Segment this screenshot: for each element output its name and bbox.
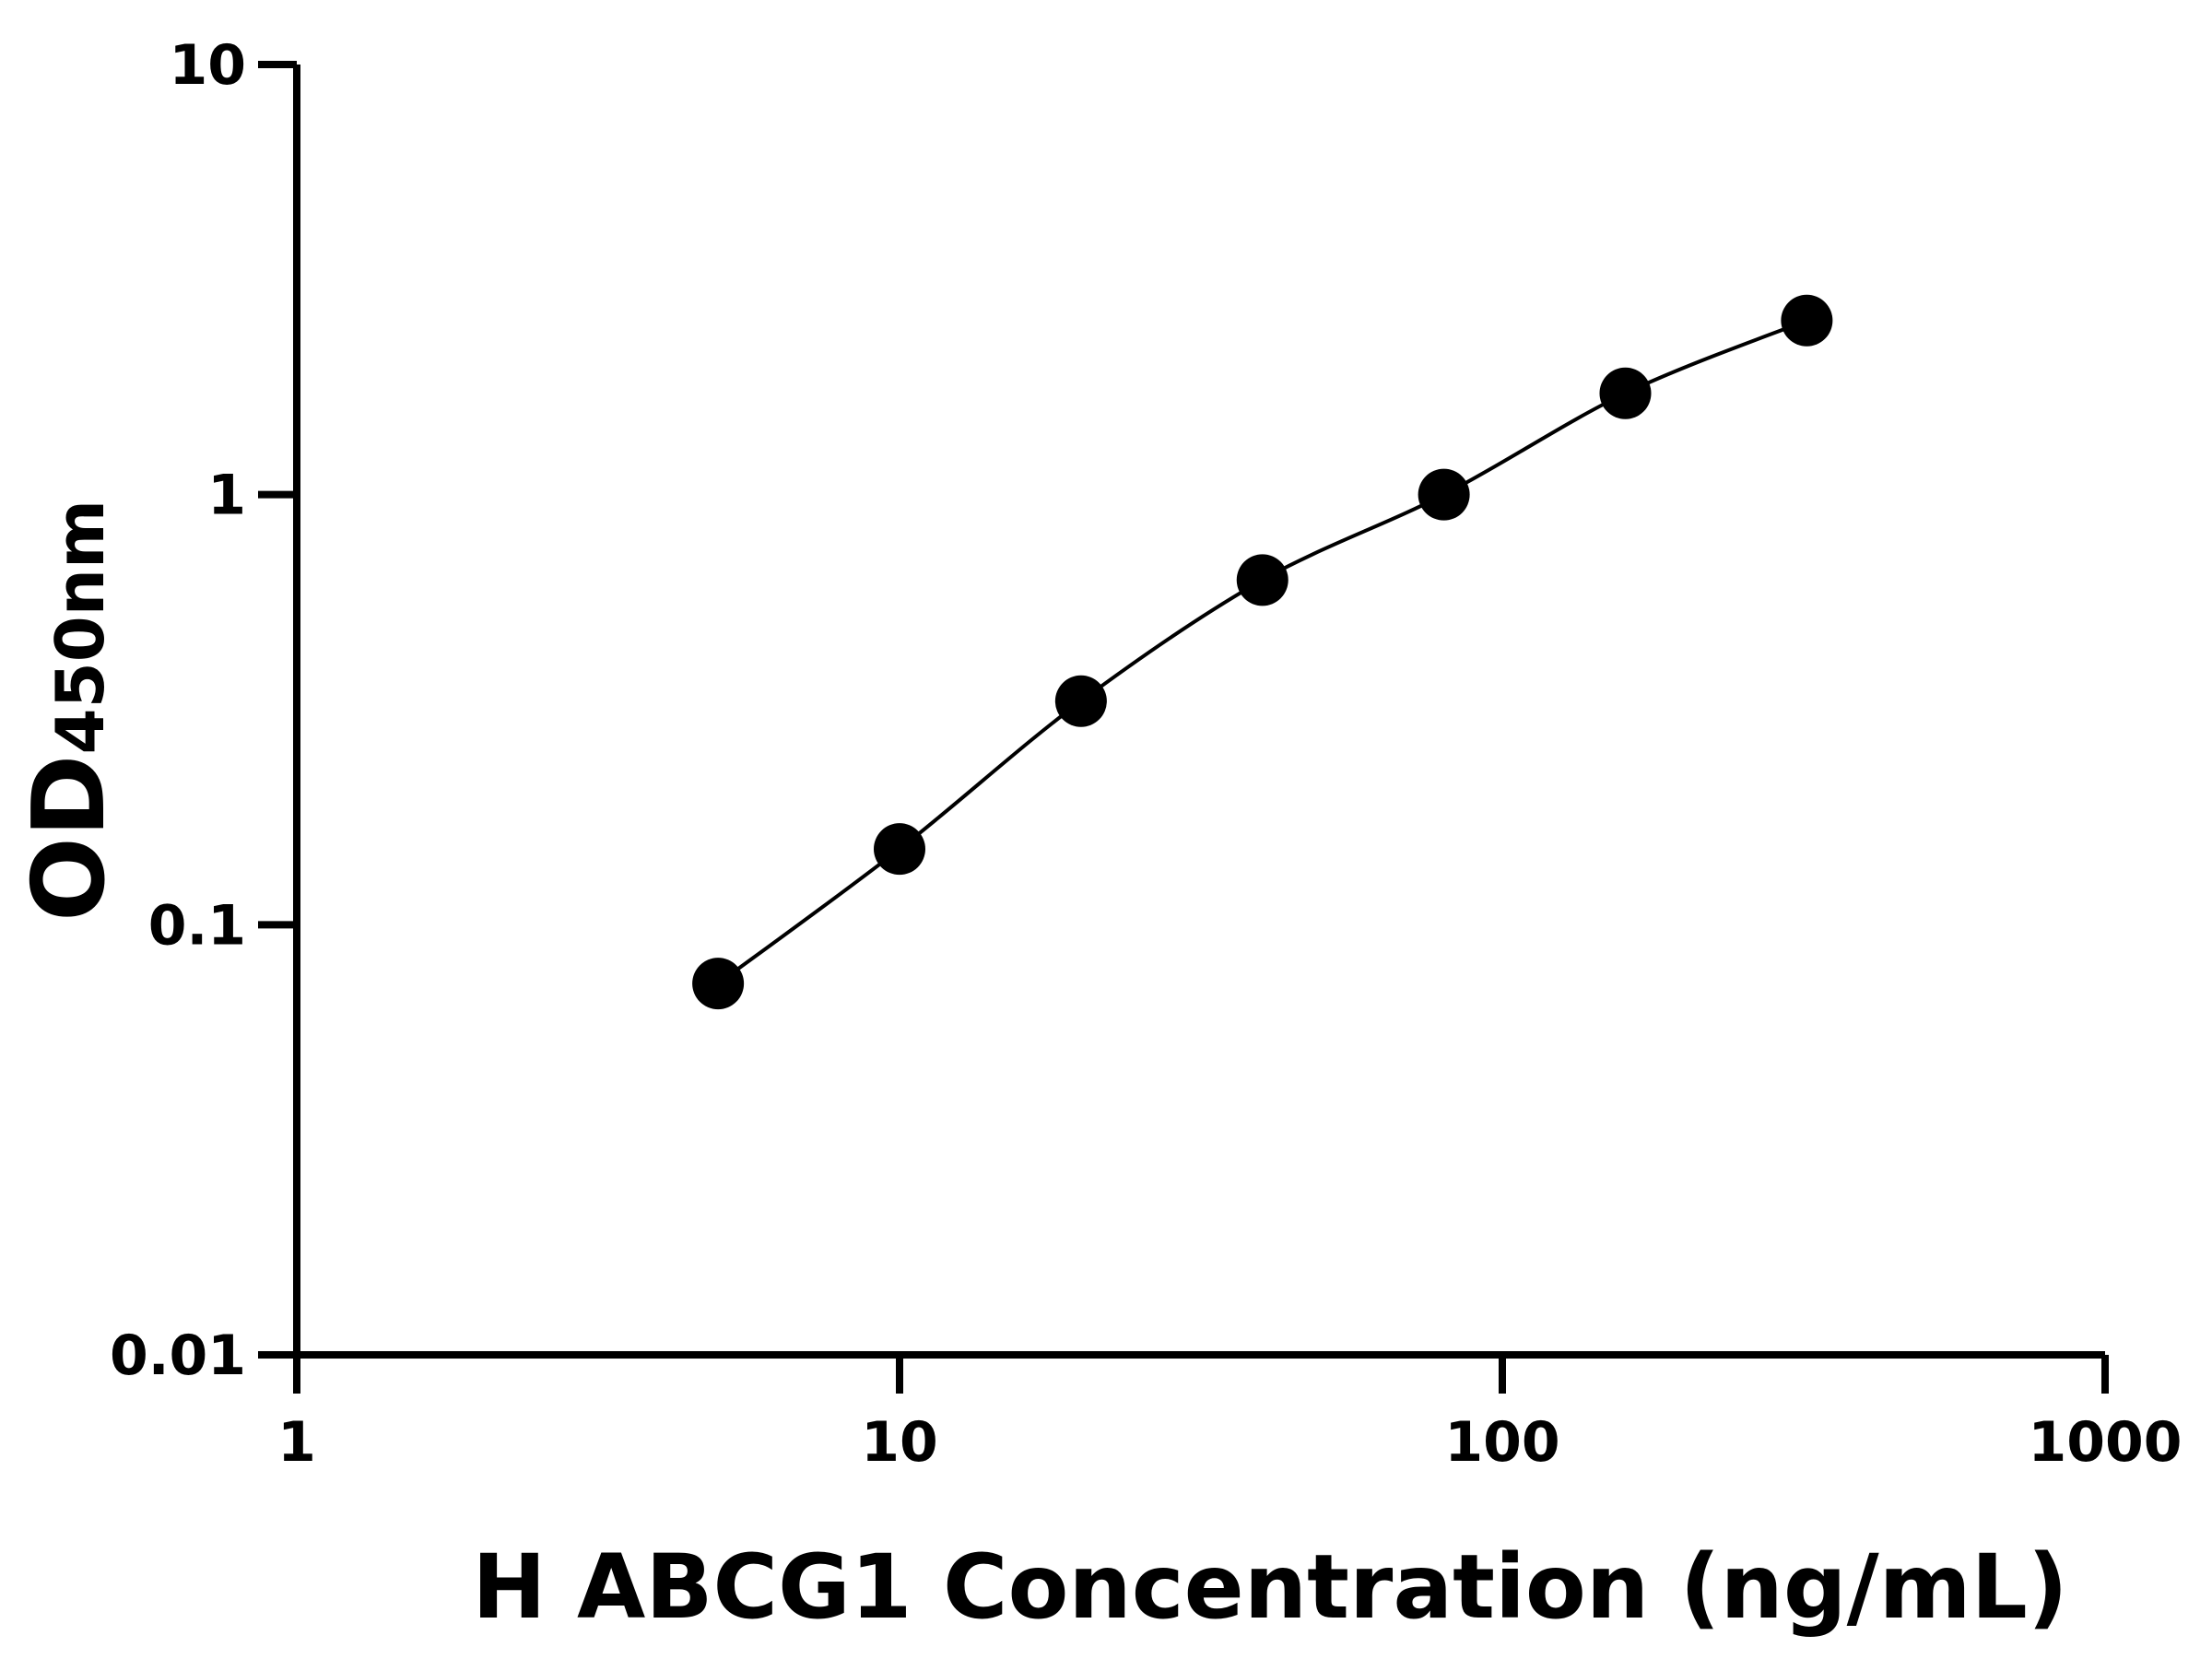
data-point <box>692 958 745 1010</box>
data-point <box>1599 367 1652 419</box>
y-tick-label: 0.01 <box>110 1324 246 1388</box>
y-axis-title-main: OD <box>12 755 127 922</box>
data-points <box>692 294 1833 1010</box>
y-tick-label: 0.1 <box>148 893 246 958</box>
data-point <box>874 823 925 876</box>
x-tick-label: 10 <box>861 1410 938 1475</box>
y-tick-label: 1 <box>207 464 246 528</box>
data-point <box>1781 294 1833 347</box>
y-axis-title-subscript: 450nm <box>41 500 119 755</box>
axes <box>293 65 2105 1359</box>
fit-curve <box>716 318 1808 985</box>
y-tick-label: 10 <box>170 33 247 98</box>
x-tick-label: 100 <box>1444 1410 1559 1475</box>
data-point <box>1418 468 1470 521</box>
x-tick-label: 1 <box>277 1410 316 1475</box>
x-axis-title: H ABCG1 Concentration (ng/mL) <box>472 1535 2067 1639</box>
data-point <box>1236 554 1288 606</box>
y-axis-title: OD450nm <box>12 500 127 922</box>
ticks: 1 10 100 1000 0.01 0.1 1 10 <box>110 33 2183 1475</box>
data-point <box>1054 675 1107 727</box>
x-tick-label: 1000 <box>2029 1410 2183 1475</box>
